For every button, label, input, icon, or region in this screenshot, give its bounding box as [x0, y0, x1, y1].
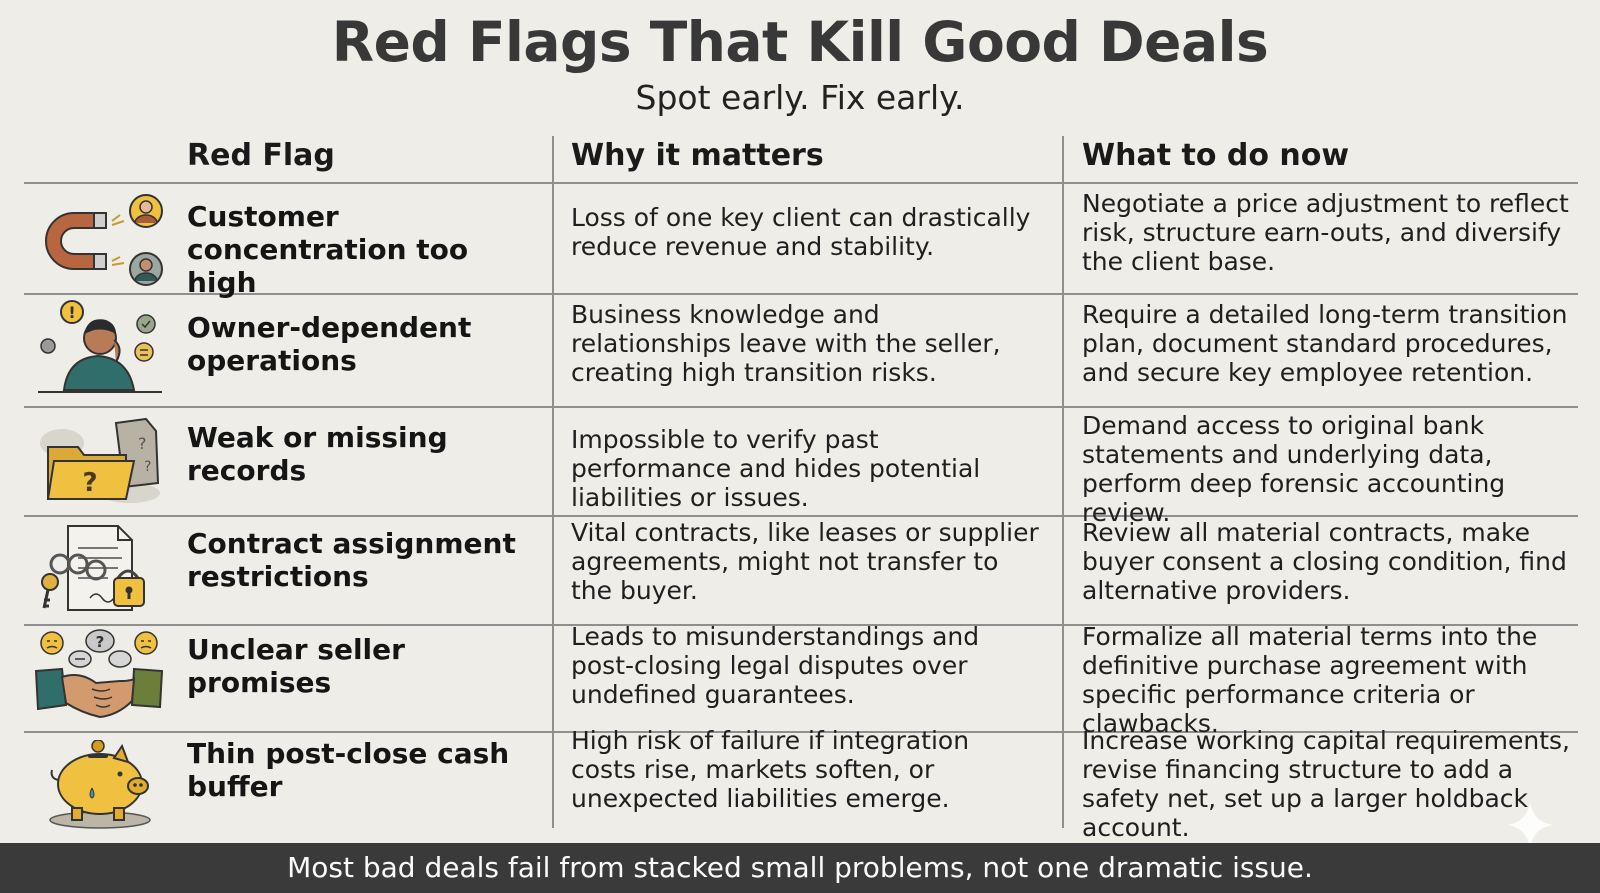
what-to-do-text: Increase working capital requirements, r…	[1082, 726, 1570, 842]
table-row: ? Unclear seller promises Leads to misun…	[0, 622, 1600, 738]
what-to-do-text: Negotiate a price adjustment to reflect …	[1082, 189, 1569, 276]
table-row: ! Owner-dependent operations Business kn…	[0, 294, 1600, 406]
stressed-owner-icon: !	[34, 300, 166, 396]
red-flag-title: Owner-dependent operations	[187, 311, 472, 377]
table-row: Customer concentration too high Loss of …	[0, 183, 1600, 299]
magnet-icon	[34, 191, 166, 286]
row-divider	[24, 406, 1578, 408]
svg-text:?: ?	[82, 468, 97, 498]
what-to-do-text: Require a detailed long-term transition …	[1082, 300, 1568, 387]
page-subtitle: Spot early. Fix early.	[635, 78, 965, 117]
svg-text:?: ?	[144, 459, 151, 475]
red-flag-title: Thin post-close cash buffer	[187, 737, 510, 803]
missing-folder-icon: ? ? ?	[34, 413, 166, 505]
row-divider	[24, 293, 1578, 295]
why-it-matters-text: Business knowledge and relationships lea…	[571, 300, 1001, 387]
why-it-matters-text: Impossible to verify past performance an…	[571, 425, 981, 512]
why-it-matters-text: High risk of failure if integration cost…	[571, 726, 970, 813]
row-divider	[24, 182, 1578, 184]
table-row: ? ? ? Weak or missing records Impossible…	[0, 407, 1600, 527]
why-it-matters-text: Vital contracts, like leases or supplier…	[571, 518, 1039, 605]
svg-text:?: ?	[96, 633, 105, 651]
what-to-do-text: Formalize all material terms into the de…	[1082, 622, 1538, 738]
piggy-bank-icon	[34, 740, 166, 830]
column-divider	[1062, 136, 1064, 828]
handshake-icon: ?	[34, 629, 166, 723]
row-divider	[24, 731, 1578, 733]
row-divider	[24, 624, 1578, 626]
svg-text:!: !	[68, 303, 75, 322]
sparkle-icon	[1505, 800, 1555, 854]
footer-banner: Most bad deals fail from stacked small p…	[0, 843, 1600, 893]
svg-text:?: ?	[138, 434, 147, 453]
row-divider	[24, 515, 1578, 517]
why-it-matters-text: Leads to misunderstandings and post-clos…	[571, 622, 980, 709]
why-it-matters-text: Loss of one key client can drastically r…	[571, 203, 1031, 261]
page-title: Red Flags That Kill Good Deals	[331, 10, 1269, 74]
column-divider	[552, 136, 554, 828]
red-flag-title: Contract assignment restrictions	[187, 527, 516, 593]
red-flag-title: Customer concentration too high	[187, 200, 469, 299]
table-row: Contract assignment restrictions Vital c…	[0, 516, 1600, 624]
locked-contract-icon	[34, 520, 166, 616]
table-row: Thin post-close cash buffer High risk of…	[0, 726, 1600, 842]
what-to-do-text: Demand access to original bank statement…	[1082, 411, 1506, 527]
red-flag-title: Weak or missing records	[187, 421, 448, 487]
what-to-do-text: Review all material contracts, make buye…	[1082, 518, 1567, 605]
column-header-red-flag: Red Flag	[187, 138, 335, 173]
red-flag-title: Unclear seller promises	[187, 633, 405, 699]
column-header-why-it-matters: Why it matters	[571, 138, 824, 173]
column-header-what-to-do-now: What to do now	[1082, 138, 1350, 173]
